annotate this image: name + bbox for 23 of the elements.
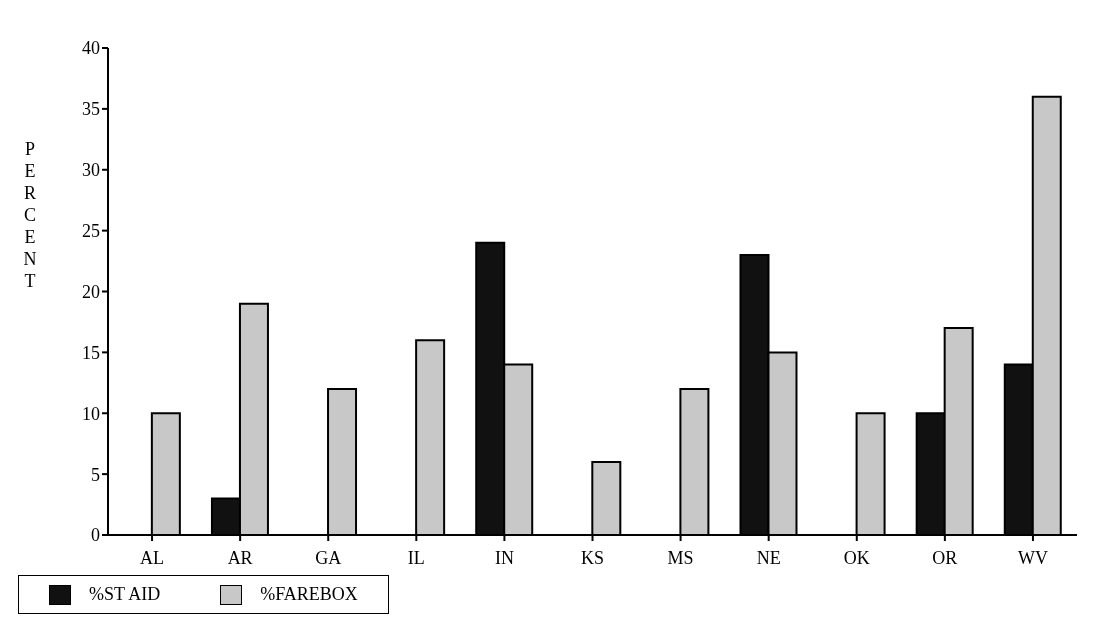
legend-label: %ST AID	[88, 584, 161, 605]
x-tick-label: KS	[580, 547, 605, 568]
y-tick-label: 35	[82, 99, 100, 120]
x-tick-label: AL	[140, 547, 165, 568]
x-tick-label: NE	[756, 547, 781, 568]
y-tick-label: 10	[82, 403, 100, 424]
y-tick-label: 25	[82, 221, 100, 242]
x-tick-label: OK	[843, 547, 870, 568]
y-tick-label: 30	[82, 160, 100, 181]
x-tick-label: WV	[1017, 547, 1048, 568]
x-tick-label: OR	[932, 547, 958, 568]
x-tick-label: IL	[407, 547, 425, 568]
x-tick-label: IN	[494, 547, 514, 568]
y-tick-label: 15	[82, 342, 100, 363]
x-tick-label: GA	[315, 547, 342, 568]
y-tick-label: 0	[91, 525, 100, 546]
y-axis-title: PERCENT	[23, 138, 37, 291]
x-tick-label: AR	[227, 547, 253, 568]
x-tick-label: MS	[667, 547, 694, 568]
y-tick-label: 5	[91, 464, 100, 485]
y-tick-label: 40	[82, 38, 100, 59]
y-tick-label: 20	[82, 281, 100, 302]
legend-label: %FAREBOX	[259, 584, 358, 605]
